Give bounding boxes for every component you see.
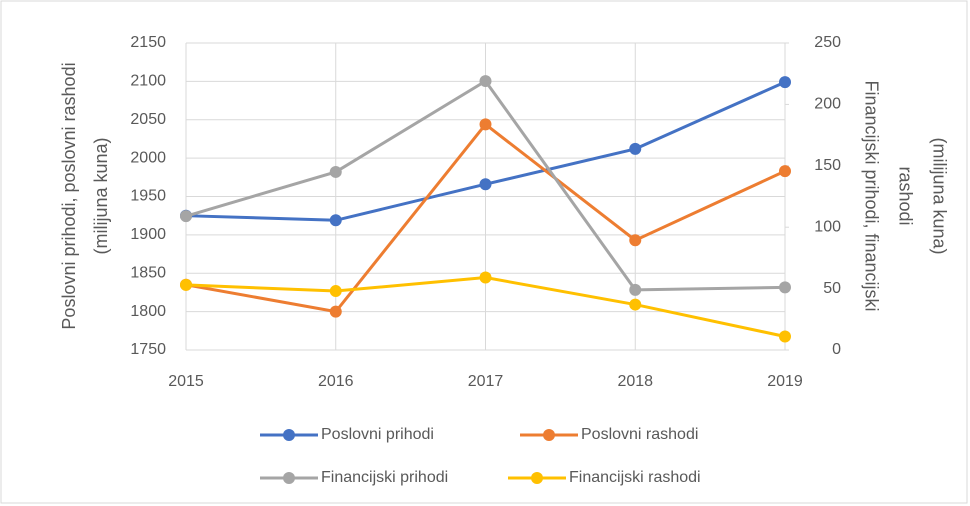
y-tick-label: 1950 xyxy=(130,188,166,205)
point xyxy=(329,285,342,298)
y2-axis-title: (milijuna kuna) xyxy=(929,137,949,254)
point xyxy=(479,271,492,284)
y2-tick-label: 250 xyxy=(814,34,841,51)
legend-marker xyxy=(283,429,295,441)
legend-label: Poslovni rashodi xyxy=(581,426,698,443)
x-tick-label: 2015 xyxy=(168,373,204,390)
point xyxy=(629,142,642,155)
point xyxy=(779,165,791,178)
legend-marker xyxy=(283,472,295,484)
point xyxy=(779,76,791,89)
legend-label: Financijski prihodi xyxy=(321,469,448,486)
point xyxy=(479,178,492,191)
point xyxy=(479,118,492,131)
legend-label: Poslovni prihodi xyxy=(321,426,434,443)
point xyxy=(479,75,492,88)
point xyxy=(779,281,791,294)
y-tick-label: 1800 xyxy=(130,303,166,320)
y2-tick-label: 50 xyxy=(823,280,841,297)
y2-tick-label: 100 xyxy=(814,218,841,235)
point xyxy=(180,278,192,291)
x-tick-label: 2016 xyxy=(318,373,354,390)
y2-tick-label: 150 xyxy=(814,157,841,174)
y-tick-label: 1900 xyxy=(130,226,166,243)
y-tick-label: 2150 xyxy=(130,34,166,51)
y-axis-title: Poslovni prihodi, poslovni rashodi xyxy=(59,62,79,329)
y-tick-label: 1850 xyxy=(130,264,166,281)
point xyxy=(329,305,342,318)
point xyxy=(629,234,642,247)
y2-axis-title: Financijski prihodi, financijski xyxy=(861,80,881,311)
point xyxy=(329,165,342,178)
point xyxy=(779,330,791,343)
y2-tick-label: 200 xyxy=(814,96,841,113)
x-tick-label: 2018 xyxy=(617,373,653,390)
x-tick-label: 2017 xyxy=(468,373,504,390)
y2-tick-label: 0 xyxy=(832,341,841,358)
y-tick-label: 2050 xyxy=(130,111,166,128)
point xyxy=(329,214,342,227)
y-axis-title: (milijuna kuna) xyxy=(91,137,111,254)
legend-marker xyxy=(531,472,543,484)
legend-label: Financijski rashodi xyxy=(569,469,701,486)
x-tick-label: 2019 xyxy=(767,373,803,390)
y2-axis-title: rashodi xyxy=(895,166,915,225)
point xyxy=(629,298,642,311)
y-tick-label: 1750 xyxy=(130,341,166,358)
point xyxy=(629,283,642,296)
y-tick-label: 2000 xyxy=(130,149,166,166)
point xyxy=(180,210,192,223)
legend-marker xyxy=(543,429,555,441)
y-tick-label: 2100 xyxy=(130,73,166,90)
